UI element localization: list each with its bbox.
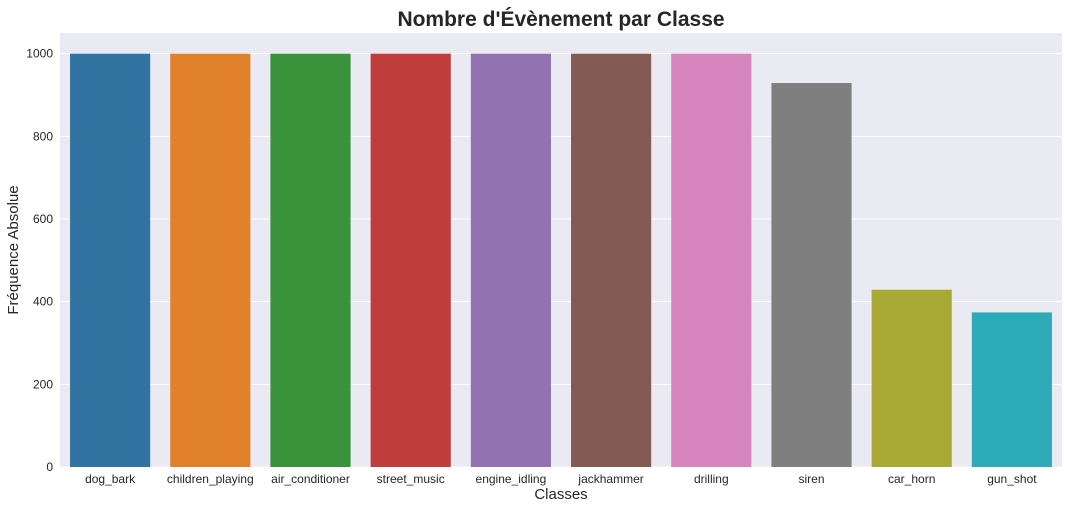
bar-car_horn bbox=[871, 289, 952, 467]
y-tick-label: 400 bbox=[33, 295, 53, 309]
chart-title: Nombre d'Évènement par Classe bbox=[397, 8, 724, 31]
bar-drilling bbox=[671, 53, 752, 468]
y-tick-label: 0 bbox=[46, 460, 53, 474]
y-tick-label: 600 bbox=[33, 212, 53, 226]
y-tick-label: 1000 bbox=[26, 47, 53, 61]
y-tick-label: 200 bbox=[33, 377, 53, 391]
x-axis-label: Classes bbox=[534, 486, 587, 503]
x-tick-label: gun_shot bbox=[987, 472, 1037, 486]
x-tick-label: dog_bark bbox=[85, 472, 136, 486]
bar-gun_shot bbox=[971, 312, 1052, 467]
x-axis-ticks: dog_bark children_playing air_conditioner s… bbox=[85, 472, 1037, 486]
bar-street_music bbox=[370, 53, 451, 468]
y-axis-ticks: 0 200 400 600 800 1000 bbox=[26, 47, 53, 474]
bar-engine_idling bbox=[470, 53, 551, 468]
x-tick-label: siren bbox=[798, 472, 824, 486]
bar-siren bbox=[771, 83, 852, 467]
x-tick-label: air_conditioner bbox=[271, 472, 350, 486]
bar-jackhammer bbox=[571, 53, 652, 468]
x-tick-label: engine_idling bbox=[476, 472, 547, 486]
bar-dog_bark bbox=[70, 53, 151, 468]
bar-children_playing bbox=[170, 53, 251, 468]
x-tick-label: children_playing bbox=[167, 472, 254, 486]
x-tick-label: car_horn bbox=[888, 472, 935, 486]
y-axis-label: Fréquence Absolue bbox=[5, 185, 22, 314]
x-tick-label: street_music bbox=[377, 472, 445, 486]
x-tick-label: jackhammer bbox=[577, 472, 643, 486]
y-tick-label: 800 bbox=[33, 129, 53, 143]
bars bbox=[70, 53, 1052, 468]
x-tick-label: drilling bbox=[694, 472, 729, 486]
bar-air_conditioner bbox=[270, 53, 351, 468]
